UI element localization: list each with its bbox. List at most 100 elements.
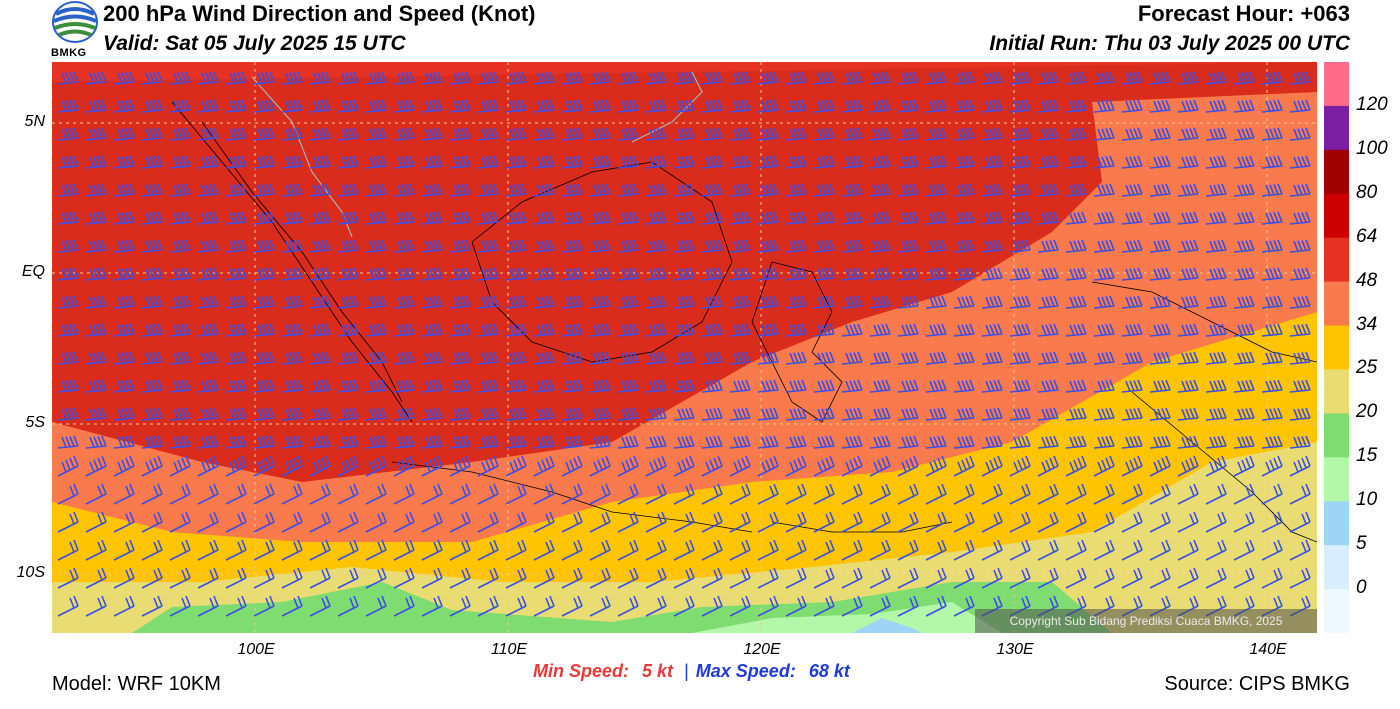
wind-barb	[421, 211, 443, 225]
wind-barb	[225, 567, 247, 589]
wind-barb	[757, 511, 779, 533]
wind-barb	[813, 127, 835, 141]
wind-barb	[421, 435, 443, 449]
wind-barb	[57, 323, 79, 337]
wind-barb	[589, 295, 611, 309]
wind-barb	[169, 379, 191, 393]
wind-map	[52, 62, 1318, 633]
wind-barb	[1261, 511, 1283, 533]
wind-barb	[1289, 407, 1311, 421]
wind-barb	[169, 407, 191, 421]
wind-barb	[365, 407, 387, 421]
wind-barb	[505, 99, 527, 113]
wind-barb	[57, 539, 79, 561]
wind-barb	[813, 239, 835, 253]
wind-barb	[337, 183, 359, 197]
wind-barb	[869, 155, 891, 169]
wind-barb	[673, 379, 695, 393]
wind-barb	[365, 455, 387, 477]
wind-barb	[869, 183, 891, 197]
wind-barb	[701, 183, 723, 197]
wind-barb	[897, 379, 919, 393]
wind-barb	[701, 99, 723, 113]
wind-barb	[1037, 155, 1059, 169]
wind-barb	[701, 71, 723, 85]
wind-barb	[449, 211, 471, 225]
wind-barb	[281, 379, 303, 393]
wind-barb	[645, 407, 667, 421]
wind-barb	[1205, 99, 1227, 113]
wind-barb	[57, 267, 79, 281]
wind-barb	[1093, 435, 1115, 449]
colorbar-label: 100	[1356, 137, 1388, 159]
wind-barb	[225, 483, 247, 505]
wind-barb	[169, 595, 191, 617]
wind-barb	[197, 99, 219, 113]
wind-barb	[785, 483, 807, 505]
wind-barb	[561, 323, 583, 337]
wind-barb	[1065, 323, 1087, 337]
wind-barb	[533, 483, 555, 505]
wind-barb	[897, 127, 919, 141]
wind-barb	[1149, 351, 1171, 365]
wind-barb	[589, 511, 611, 533]
wind-barb	[57, 183, 79, 197]
speed-summary: Min Speed: 5 kt | Max Speed: 68 kt	[533, 661, 850, 682]
wind-barb	[253, 483, 275, 505]
wind-barb	[1289, 127, 1311, 141]
wind-barb	[225, 455, 247, 477]
wind-barb	[85, 295, 107, 309]
wind-barb	[85, 595, 107, 617]
wind-barb	[785, 595, 807, 617]
wind-barb	[1093, 71, 1115, 85]
wind-barb	[729, 455, 751, 477]
wind-barb	[617, 239, 639, 253]
wind-barb	[645, 435, 667, 449]
wind-barb	[141, 211, 163, 225]
wind-barb	[309, 567, 331, 589]
colorbar-label: 5	[1356, 533, 1367, 555]
wind-barb	[281, 183, 303, 197]
wind-barb	[589, 239, 611, 253]
wind-barb	[253, 127, 275, 141]
wind-barb	[253, 435, 275, 449]
wind-barb	[841, 323, 863, 337]
wind-barb	[981, 211, 1003, 225]
wind-barb	[309, 155, 331, 169]
wind-barb	[953, 183, 975, 197]
bmkg-logo	[50, 0, 100, 60]
wind-barb	[1177, 127, 1199, 141]
wind-barb	[1065, 567, 1087, 589]
wind-barb	[1177, 323, 1199, 337]
wind-barb	[1177, 435, 1199, 449]
wind-barb	[1205, 511, 1227, 533]
wind-barb	[1177, 351, 1199, 365]
wind-barb	[449, 323, 471, 337]
wind-barb	[869, 239, 891, 253]
wind-barb	[1121, 71, 1143, 85]
wind-barb	[365, 295, 387, 309]
wind-barb	[729, 351, 751, 365]
wind-barb	[813, 539, 835, 561]
wind-barb	[897, 435, 919, 449]
wind-barb	[617, 351, 639, 365]
wind-barb	[729, 267, 751, 281]
wind-barb	[1065, 155, 1087, 169]
wind-barb	[169, 183, 191, 197]
wind-barb	[1205, 155, 1227, 169]
wind-barb	[1205, 71, 1227, 85]
wind-barb	[477, 155, 499, 169]
wind-barb	[85, 511, 107, 533]
wind-barb	[1093, 323, 1115, 337]
wind-barb	[57, 567, 79, 589]
wind-barb	[113, 455, 135, 477]
wind-barb	[477, 379, 499, 393]
wind-barb	[757, 539, 779, 561]
wind-barb	[953, 71, 975, 85]
wind-barb	[785, 455, 807, 477]
wind-barb	[841, 155, 863, 169]
wind-barb	[1037, 127, 1059, 141]
wind-barb	[813, 511, 835, 533]
wind-barb	[841, 435, 863, 449]
wind-barb	[113, 435, 135, 449]
